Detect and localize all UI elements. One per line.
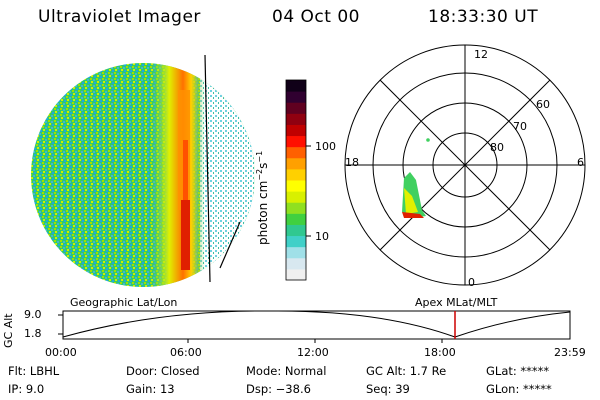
- lat-label-80: 80: [490, 141, 504, 154]
- colorbar-segment: [286, 157, 306, 170]
- status-filter: Flt: LBHL: [8, 364, 60, 378]
- colorbar-segment: [286, 80, 306, 92]
- status-seq: Seq: 39: [366, 382, 410, 396]
- lat-label-70: 70: [513, 120, 527, 133]
- colorbar-tick-100: 100: [315, 140, 336, 153]
- colorbar-segment: [286, 235, 306, 248]
- colorbar-segment: [286, 268, 306, 281]
- timeline-left-title: Geographic Lat/Lon: [70, 296, 178, 309]
- colorbar-segment: [286, 213, 306, 225]
- lat-label-60: 60: [536, 98, 550, 111]
- timeline-y-tick-high: 9.0: [24, 308, 42, 321]
- mlt-label-6: 6: [577, 156, 584, 169]
- mlt-label-12: 12: [474, 48, 488, 61]
- status-ip: IP: 9.0: [8, 382, 45, 396]
- colorbar-segment: [286, 124, 306, 137]
- polar-plot: [344, 44, 586, 286]
- timeline-x-tick: 00:00: [45, 346, 77, 359]
- timeline-x-tick: 06:00: [170, 346, 202, 359]
- status-glat: GLat: *****: [486, 364, 550, 378]
- timeline-y-axis-label: GC Alt: [2, 313, 15, 348]
- colorbar-segment: [286, 113, 306, 125]
- colorbar-segment: [286, 191, 306, 203]
- terminator-line: [204, 54, 211, 283]
- status-gc-alt: GC Alt: 1.7 Re: [366, 364, 447, 378]
- polar-aurora: [402, 138, 430, 218]
- colorbar-tick-10: 10: [315, 230, 329, 243]
- colorbar-segment: [286, 257, 306, 270]
- status-glon: GLon: *****: [486, 382, 552, 396]
- status-door: Door: Closed: [126, 364, 200, 378]
- colorbar-segment: [286, 135, 306, 148]
- status-gain: Gain: 13: [126, 382, 175, 396]
- colorbar-segment: [286, 202, 306, 214]
- timeline-x-tick: 23:59: [554, 346, 586, 359]
- earth-image: [31, 63, 255, 287]
- colorbar-segment: [286, 180, 306, 192]
- colorbar-segment: [286, 146, 306, 159]
- status-dsp: Dsp: −38.6: [246, 382, 311, 396]
- limb-line: [219, 221, 241, 269]
- mlt-label-0: 0: [468, 276, 475, 289]
- colorbar-segment: [286, 168, 306, 181]
- colorbar-segment: [286, 102, 306, 114]
- instrument-title: Ultraviolet Imager: [38, 7, 201, 27]
- colorbar-segment: [286, 91, 306, 103]
- observation-time: 18:33:30 UT: [428, 7, 539, 27]
- colorbar-segment: [286, 246, 306, 259]
- timeline-x-tick: 18:00: [424, 346, 456, 359]
- timeline-right-title: Apex MLat/MLT: [415, 296, 498, 309]
- colorbar-unit-label: photon cm−2s−1: [255, 150, 270, 245]
- status-mode: Mode: Normal: [246, 364, 327, 378]
- timeline-y-tick-low: 1.8: [24, 327, 42, 340]
- colorbar: [286, 80, 306, 281]
- timeline-plot: [58, 310, 571, 343]
- timeline-x-tick: 12:00: [297, 346, 329, 359]
- observation-date: 04 Oct 00: [272, 7, 360, 27]
- mlt-label-18: 18: [345, 156, 359, 169]
- colorbar-segment: [286, 224, 306, 237]
